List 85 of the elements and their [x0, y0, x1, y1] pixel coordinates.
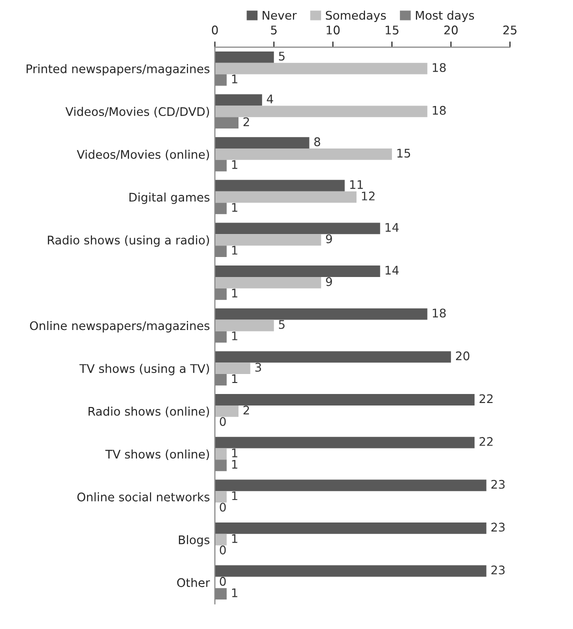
data-label: 5 — [278, 320, 285, 329]
legend-label: Most days — [416, 10, 474, 22]
data-label: 18 — [432, 106, 446, 115]
data-label: 5 — [278, 52, 285, 61]
bar — [214, 491, 227, 502]
bar — [214, 394, 475, 406]
legend-label: Never — [262, 10, 297, 20]
data-label: 2 — [244, 117, 249, 126]
bar — [214, 234, 322, 246]
data-label: 1 — [232, 288, 238, 298]
bar — [214, 266, 380, 277]
data-label: 11 — [350, 180, 363, 189]
data-label: 1 — [232, 332, 238, 340]
data-label: 18 — [432, 308, 446, 318]
y-tick-label: Online social networks — [77, 492, 210, 502]
bar — [214, 565, 486, 577]
bar — [214, 106, 428, 118]
x-tick-label: 25 — [503, 26, 516, 34]
data-label: 1 — [232, 460, 238, 469]
bar — [214, 222, 380, 234]
y-tick-label: Videos/Movies (CD/DVD) — [65, 106, 209, 118]
data-label: 8 — [314, 137, 320, 146]
bar — [214, 448, 227, 460]
x-tick-label: 10 — [326, 26, 340, 34]
y-tick-label: Radio shows (online) — [88, 406, 209, 418]
data-label: 0 — [220, 576, 226, 586]
x-tick-label: 0 — [212, 26, 218, 34]
data-label: 23 — [491, 566, 505, 574]
bar — [214, 308, 428, 320]
data-label: 14 — [386, 266, 399, 275]
y-tick-label: Digital games — [129, 192, 210, 204]
y-tick-label: Blogs — [178, 535, 210, 547]
data-label: 23 — [491, 480, 505, 489]
data-label: 0 — [220, 502, 226, 512]
data-label: 1 — [232, 74, 238, 84]
data-label: 2 — [244, 406, 249, 414]
y-tick-label: Online newspapers/magazines — [30, 321, 210, 332]
data-label: 4 — [266, 94, 274, 104]
data-label: 12 — [362, 192, 375, 200]
bar — [214, 137, 310, 149]
y-tick-label: TV shows (using a TV) — [79, 364, 210, 376]
x-tick-label: 5 — [271, 26, 277, 34]
bar — [214, 62, 428, 74]
bar — [214, 148, 392, 160]
data-label: 22 — [480, 394, 493, 403]
data-label: 3 — [255, 362, 262, 372]
data-label: 18 — [432, 63, 446, 72]
bar — [214, 180, 345, 192]
data-label: 15 — [397, 148, 410, 158]
data-label: 1 — [232, 374, 238, 384]
bar — [214, 362, 250, 374]
data-label: 1 — [232, 203, 238, 212]
data-label: 20 — [456, 351, 470, 360]
y-tick-label: Other — [177, 578, 210, 588]
data-label: 9 — [326, 234, 332, 244]
data-label: 9 — [326, 277, 332, 286]
legend-label: Somedays — [326, 10, 386, 22]
data-label: 1 — [232, 160, 238, 169]
bar — [214, 191, 357, 203]
y-tick-label: Radio shows (using a radio) — [48, 235, 209, 247]
data-label: 1 — [232, 534, 238, 543]
bar — [214, 351, 451, 363]
data-label: 0 — [220, 417, 226, 426]
bar — [214, 480, 486, 492]
bar — [214, 94, 262, 106]
y-tick-label: TV shows (online) — [105, 449, 210, 460]
data-label: 1 — [232, 448, 238, 458]
data-label: 22 — [480, 437, 493, 446]
bar — [214, 534, 227, 546]
bar — [214, 320, 274, 332]
bar — [214, 522, 486, 534]
data-label: 1 — [232, 246, 238, 255]
bar — [214, 276, 322, 288]
bar — [214, 405, 238, 417]
data-label: 0 — [220, 546, 226, 554]
y-tick-label: Videos/Movies (online) — [76, 150, 209, 160]
x-tick-label: 15 — [386, 26, 398, 34]
data-label: 14 — [386, 223, 399, 232]
data-label: 1 — [232, 588, 238, 598]
data-label: 1 — [232, 491, 238, 500]
y-tick-label: Printed newspapers/magazines — [26, 64, 210, 76]
data-label: 23 — [491, 522, 505, 532]
x-tick-label: 20 — [444, 26, 458, 34]
bar — [214, 51, 274, 63]
bar — [214, 436, 475, 448]
